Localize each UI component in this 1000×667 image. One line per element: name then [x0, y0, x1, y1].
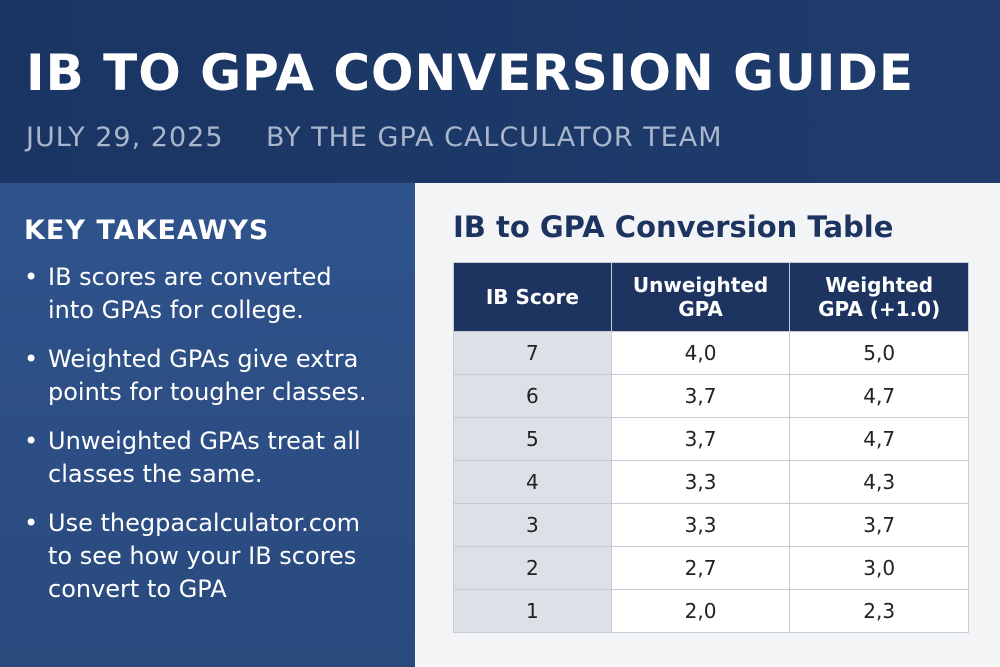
- table-cell: 3,7: [789, 503, 969, 547]
- table-cell: 3,3: [610, 503, 791, 547]
- table-cell: 4,7: [789, 374, 969, 418]
- table-row: 7 4,0 5,0: [453, 331, 969, 375]
- takeaways-panel: KEY TAKEAWYS IB scores are converted int…: [0, 183, 415, 667]
- table-cell: 2: [453, 546, 612, 590]
- header-row: IB Score Unweighted GPA Weighted GPA (+1.0…: [453, 262, 969, 332]
- table-row: 5 3,7 4,7: [453, 417, 969, 461]
- header: IB TO GPA CONVERSION GUIDE JULY 29, 2025…: [0, 0, 1000, 183]
- table-cell: 3: [453, 503, 612, 547]
- takeaway-item: Use thegpacalculator.com to see how your…: [24, 507, 384, 606]
- table-title: IB to GPA Conversion Table: [453, 210, 894, 244]
- table-cell: 3,7: [610, 374, 791, 418]
- table-cell: 4,7: [789, 417, 969, 461]
- table-cell: 4: [453, 460, 612, 504]
- byline: BY THE GPA CALCULATOR TEAM: [266, 122, 723, 153]
- table-cell: 3,0: [789, 546, 969, 590]
- table-row: 3 3,3 3,7: [453, 503, 969, 547]
- date: JULY 29, 2025: [26, 122, 224, 153]
- takeaway-item: IB scores are converted into GPAs for co…: [24, 261, 384, 327]
- table-row: 4 3,3 4,3: [453, 460, 969, 504]
- table-cell: 5,0: [789, 331, 969, 375]
- table-row: 2 2,7 3,0: [453, 546, 969, 590]
- table-cell: 3,3: [610, 460, 791, 504]
- takeaways-heading: KEY TAKEAWYS: [24, 215, 270, 246]
- takeaways-list: IB scores are converted into GPAs for co…: [24, 261, 384, 622]
- table-cell: 4,3: [789, 460, 969, 504]
- takeaway-item: Unweighted GPAs treat all classes the sa…: [24, 425, 384, 491]
- table-cell: 1: [453, 589, 612, 633]
- table-cell: 2,7: [610, 546, 791, 590]
- table-cell: 7: [453, 331, 612, 375]
- table-cell: 2,3: [789, 589, 969, 633]
- column-header: Unweighted GPA: [610, 262, 791, 332]
- table-cell: 2,0: [610, 589, 791, 633]
- takeaway-item: Weighted GPAs give extra points for toug…: [24, 343, 384, 409]
- table-row: 6 3,7 4,7: [453, 374, 969, 418]
- table-cell: 4,0: [610, 331, 791, 375]
- table-cell: 5: [453, 417, 612, 461]
- conversion-table: IB Score Unweighted GPA Weighted GPA (+1.0…: [453, 262, 969, 633]
- title: IB TO GPA CONVERSION GUIDE: [26, 44, 915, 102]
- table-row: 1 2,0 2,3: [453, 589, 969, 633]
- table-cell: 3,7: [610, 417, 791, 461]
- table-cell: 6: [453, 374, 612, 418]
- column-header: IB Score: [453, 262, 612, 332]
- column-header: Weighted GPA (+1.0): [789, 262, 969, 332]
